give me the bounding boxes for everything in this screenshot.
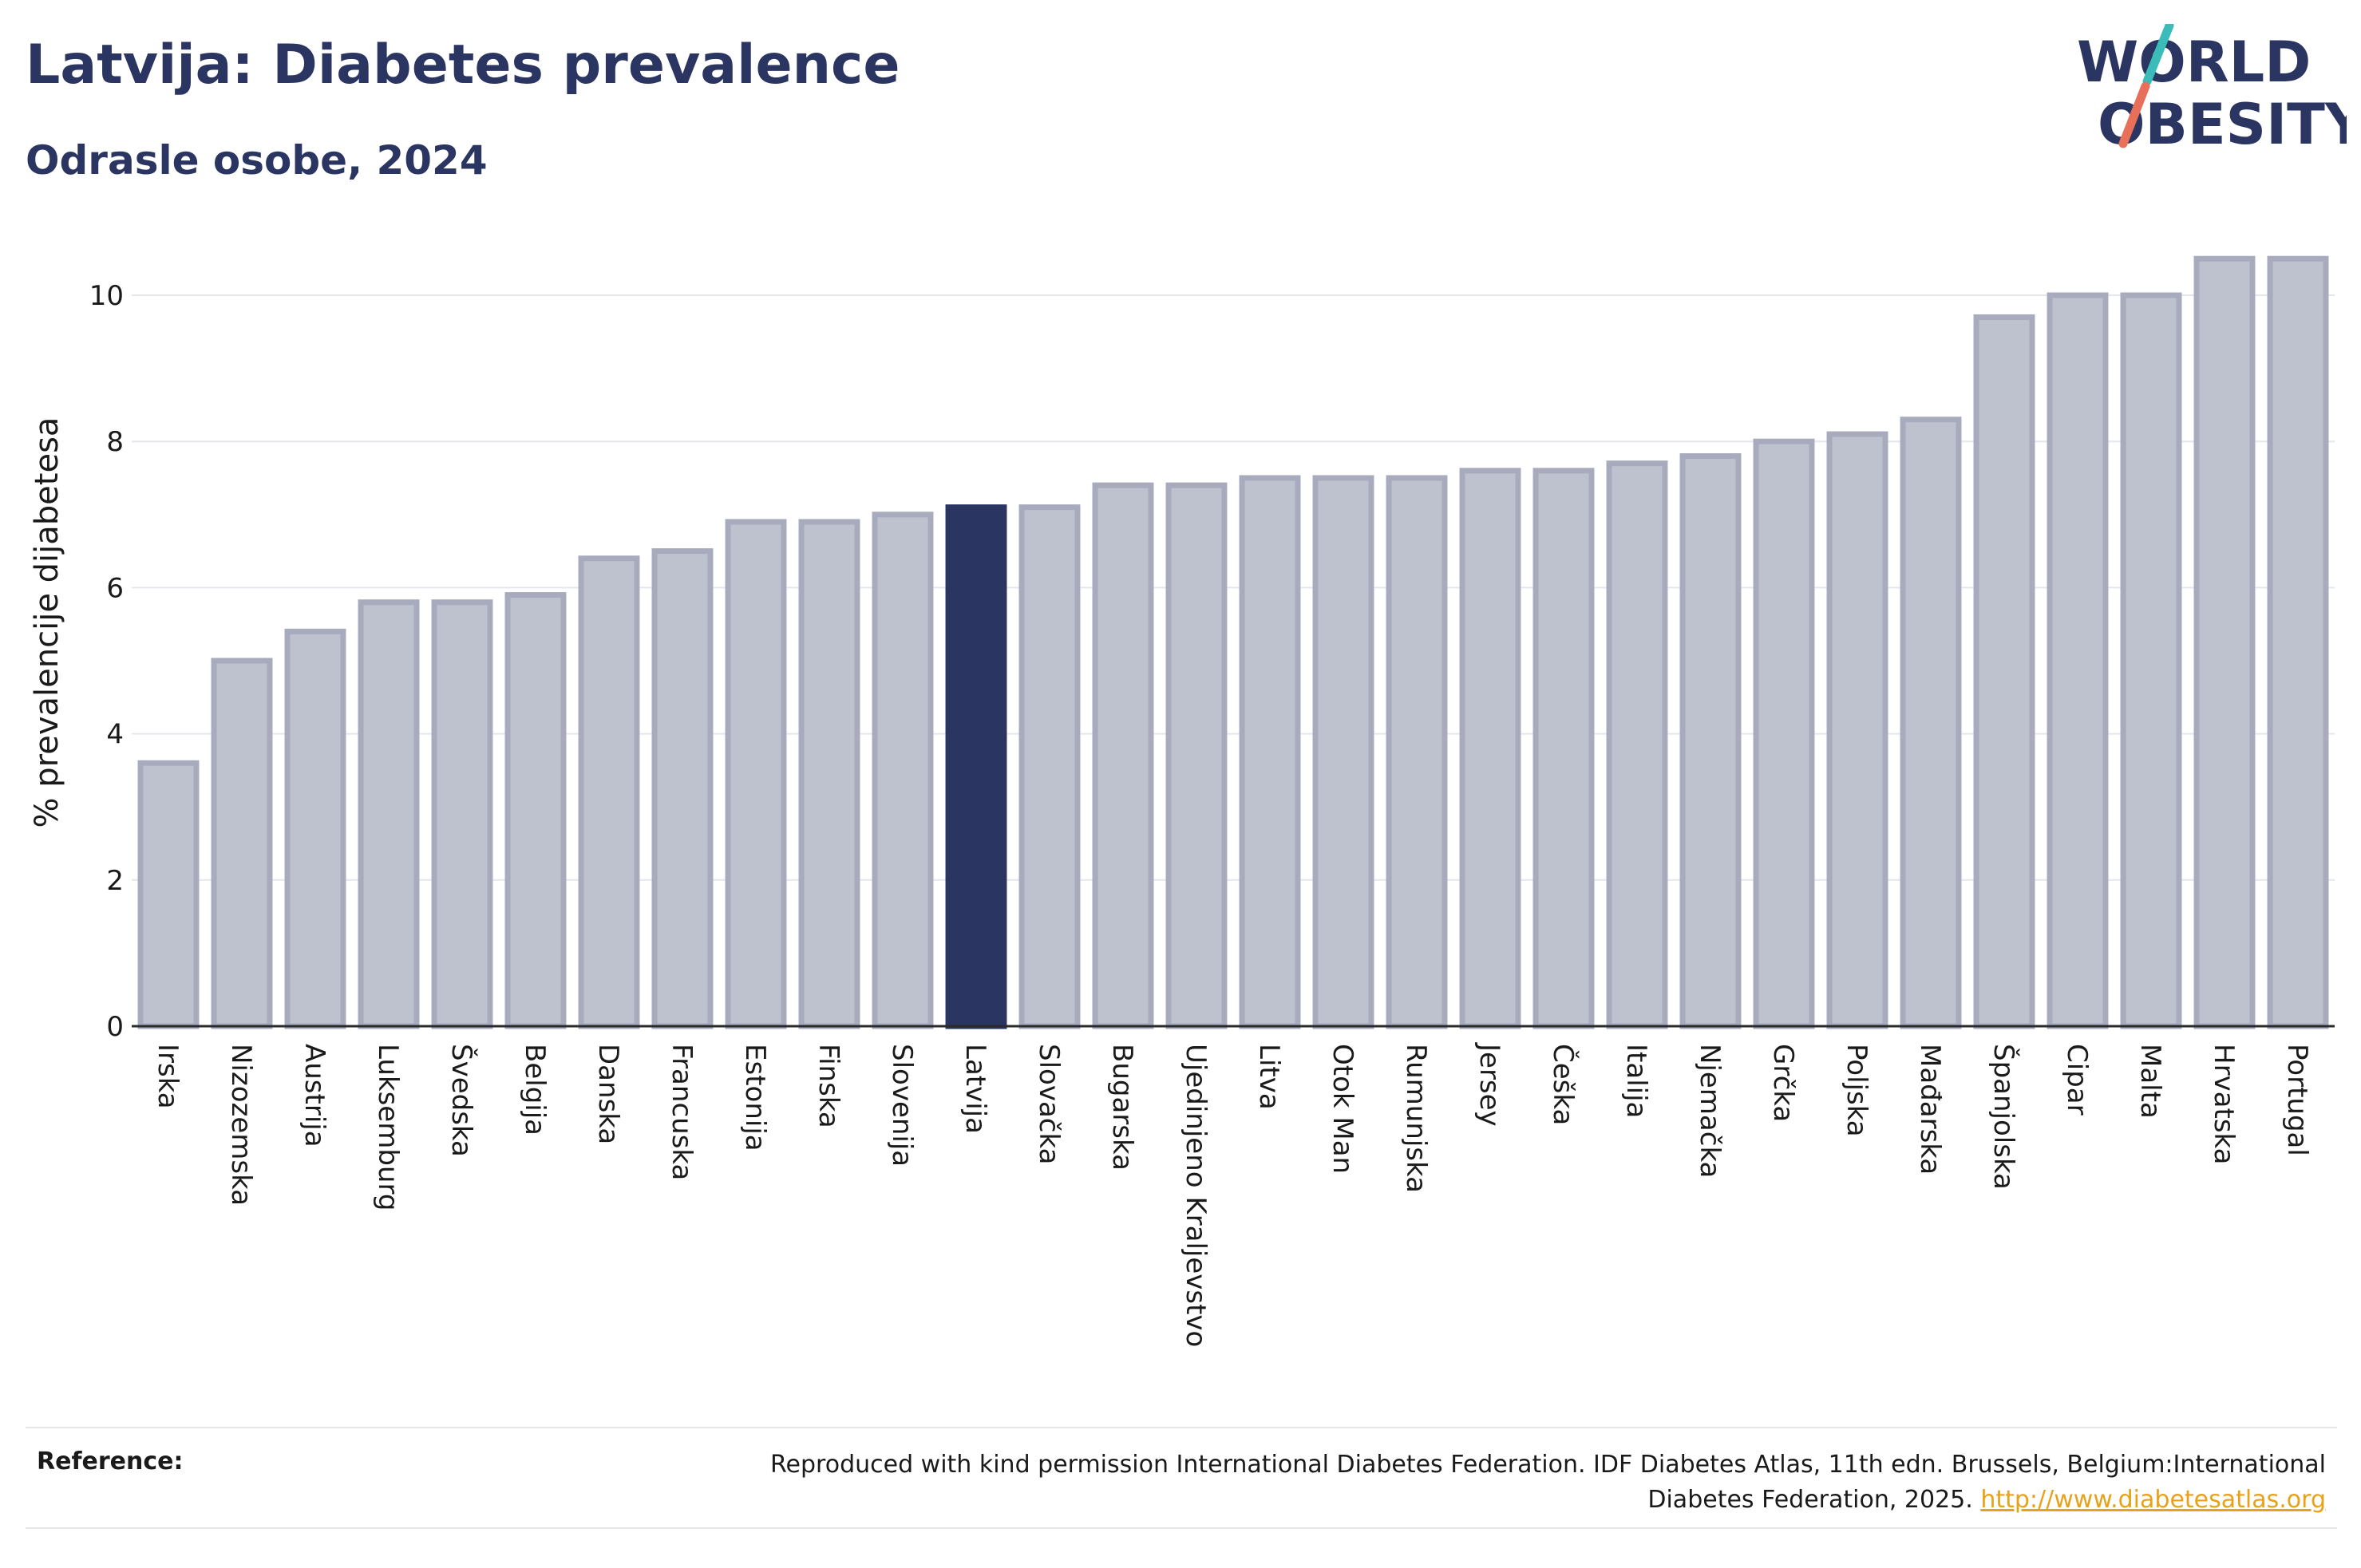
x-tick-label: Cipar: [2061, 1044, 2093, 1116]
x-tick-label: Finska: [813, 1044, 844, 1128]
bar-poljska: [1826, 431, 1888, 1029]
x-tick-label: Slovenija: [886, 1044, 918, 1167]
y-tick-label: 8: [106, 426, 124, 458]
bar-ujedinjeno-kraljevstvo: [1165, 482, 1228, 1029]
x-tick-label: Švedska: [445, 1044, 478, 1157]
bar-otok-man: [1312, 475, 1374, 1029]
bar-jersey: [1459, 468, 1521, 1029]
y-tick-label: 6: [106, 572, 124, 604]
x-tick-label: Mađarska: [1914, 1044, 1946, 1175]
bar-francuska: [651, 548, 714, 1029]
bar-slovačka: [1018, 504, 1081, 1029]
bar-njemačka: [1679, 453, 1742, 1029]
bar-danska: [578, 555, 640, 1029]
bar-hrvatska: [2193, 255, 2256, 1029]
bar-švedska: [431, 599, 493, 1029]
y-tick-label: 2: [106, 865, 124, 897]
x-tick-label: Grčka: [1767, 1044, 1799, 1122]
bar-grčka: [1753, 438, 1815, 1029]
bar-malta: [2120, 292, 2182, 1029]
reference-text: Reproduced with kind permission Internat…: [770, 1451, 2326, 1514]
x-tick-label: Francuska: [666, 1044, 698, 1180]
bar-portugal: [2267, 255, 2329, 1029]
x-tick-label: Estonija: [739, 1044, 771, 1151]
x-tick-label: Slovačka: [1033, 1044, 1065, 1164]
world-obesity-logo: WORLD OBESITY: [2077, 24, 2347, 157]
page-title: Latvija: Diabetes prevalence: [26, 34, 900, 97]
x-tick-label: Bugarska: [1106, 1044, 1138, 1171]
x-tick-label: Luksemburg: [372, 1044, 404, 1211]
x-tick-label: Malta: [2134, 1044, 2166, 1119]
x-tick-label: Irska: [152, 1044, 184, 1109]
logo-line-1: WORLD: [2077, 30, 2311, 95]
x-tick-label: Austrija: [299, 1044, 330, 1147]
x-tick-label: Otok Man: [1327, 1044, 1358, 1174]
x-tick-label: Njemačka: [1694, 1044, 1726, 1178]
y-tick-label: 0: [106, 1011, 124, 1043]
x-tick-label: Italija: [1620, 1044, 1652, 1118]
bar-nizozemska: [211, 658, 273, 1029]
bar-belgija: [504, 592, 567, 1029]
bar-austrija: [284, 628, 346, 1029]
x-tick-label: Belgija: [519, 1044, 551, 1136]
y-tick-label: 10: [89, 280, 124, 312]
bar-bugarska: [1092, 482, 1154, 1029]
x-tick-label: Danska: [592, 1044, 624, 1144]
bar-litva: [1239, 475, 1301, 1029]
bar-chart: 0 2 4 6 8 10 Irska Nizozemska Austrija Luksembur…: [29, 255, 2335, 1347]
logo-slash-teal-icon: [2142, 24, 2174, 86]
x-tick-label: Ujedinjeno Kraljevstvo: [1180, 1044, 1212, 1347]
bar-španjolska: [1973, 314, 2035, 1029]
reference-text-block: Reproduced with kind permission Internat…: [730, 1448, 2326, 1518]
x-tick-label: Španjolska: [1987, 1044, 2020, 1190]
bar-češka: [1532, 468, 1595, 1029]
y-tick-label: 4: [106, 719, 124, 751]
x-tick-label: Portugal: [2281, 1044, 2313, 1156]
bar-rumunjska: [1386, 475, 1448, 1029]
x-tick-label: Latvija: [959, 1044, 991, 1134]
gridlines: [132, 294, 2335, 881]
bar-latvija: [945, 504, 1007, 1029]
x-tick-label: Nizozemska: [225, 1044, 257, 1206]
bar-slovenija: [872, 511, 934, 1029]
x-tick-label: Jersey: [1473, 1042, 1505, 1127]
x-tick-label: Hrvatska: [2208, 1044, 2240, 1164]
y-axis-ticks: 0 2 4 6 8 10: [89, 280, 124, 1043]
reference-label: Reference:: [37, 1448, 184, 1475]
bar-italija: [1606, 460, 1668, 1029]
bar-estonija: [725, 519, 787, 1029]
x-tick-label: Litva: [1253, 1044, 1285, 1110]
bar-cipar: [2047, 292, 2109, 1029]
y-axis-title: % prevalencije dijabetesa: [29, 417, 65, 828]
x-tick-label: Češka: [1547, 1044, 1580, 1125]
bars: [137, 255, 2329, 1029]
reference-link[interactable]: http://www.diabetesatlas.org: [1980, 1486, 2326, 1514]
bar-luksemburg: [358, 599, 420, 1029]
page-subtitle: Odrasle osobe, 2024: [26, 137, 488, 184]
bar-mađarska: [1900, 417, 1962, 1029]
bar-finska: [798, 519, 860, 1029]
reference-footer: Reference: Reproduced with kind permissi…: [26, 1427, 2337, 1529]
x-axis-labels: Irska Nizozemska Austrija Luksemburg Švedska…: [152, 1042, 2313, 1347]
x-tick-label: Poljska: [1841, 1044, 1873, 1137]
x-tick-label: Rumunjska: [1400, 1044, 1432, 1193]
logo-slash-coral-icon: [2118, 81, 2150, 148]
bar-irska: [137, 760, 200, 1029]
